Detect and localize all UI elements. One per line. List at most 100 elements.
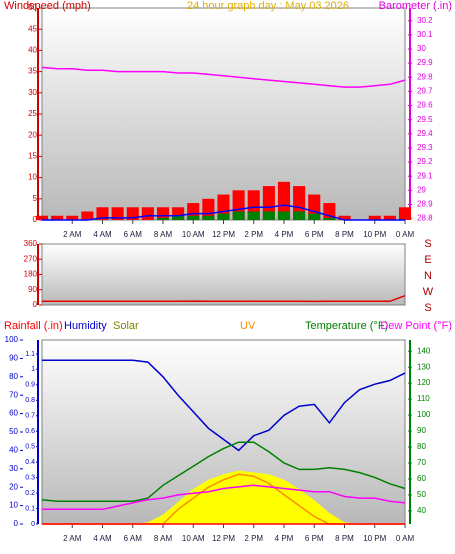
bar [262, 211, 275, 220]
line [42, 294, 406, 303]
y3-tick-label: 0.9 [25, 382, 35, 389]
bar [202, 215, 215, 220]
bar [81, 211, 94, 220]
y3-tick-label: 1 [31, 366, 35, 373]
bar [141, 207, 154, 220]
y2-tick-label: 60 [417, 474, 426, 483]
y-tick-label: 70 [9, 390, 18, 399]
bar [51, 215, 64, 220]
y2-tick-label: 100 [417, 410, 431, 419]
y2-tick-label: 29.7 [417, 86, 433, 95]
x-tick-label: 4 AM [93, 534, 112, 543]
bar [217, 213, 230, 220]
x-tick-label: 4 PM [275, 534, 294, 543]
y2-tick-label: 90 [417, 426, 426, 435]
x-tick-label: 6 PM [305, 230, 324, 239]
y-tick-label: 30 [9, 464, 18, 473]
bar [277, 181, 291, 220]
y2-tick-label: 30.2 [417, 16, 433, 25]
y3-tick-label: 0.6 [25, 428, 35, 435]
line [42, 484, 406, 511]
line [41, 66, 406, 88]
y2-tick-label: 50 [417, 490, 426, 499]
legend-label: Temperature (°F) [305, 320, 388, 332]
bar [96, 207, 109, 220]
y3-tick-label: 0.5 [25, 444, 35, 451]
y-tick-label: 0 [33, 215, 38, 224]
y2-tick-label: 29.8 [417, 72, 433, 81]
bar [293, 211, 306, 220]
x-tick-label: 2 PM [244, 534, 263, 543]
x-tick-label: 8 PM [335, 534, 354, 543]
y-tick-label: 10 [28, 173, 37, 182]
bar [323, 203, 336, 220]
y2-tick-label: 120 [417, 378, 431, 387]
y3-tick-label: 0.4 [25, 459, 35, 466]
y-tick-label: 20 [28, 130, 37, 139]
y-tick-label: 60 [9, 409, 18, 418]
y-tick-label: 25 [28, 109, 37, 118]
bar [202, 198, 215, 220]
bar [247, 211, 260, 220]
y2-tick-label: 28.8 [417, 214, 433, 223]
x-tick-label: 10 AM [182, 230, 205, 239]
y3-tick-label: 0.3 [25, 474, 35, 481]
y2-tick-label: 70 [417, 458, 426, 467]
y-tick-label: 0 [14, 519, 19, 528]
bar [323, 217, 336, 220]
x-tick-label: 2 AM [63, 534, 82, 543]
legend-label: UV [240, 320, 256, 332]
y-axis-label: Windspeed (mph) [4, 0, 91, 12]
bar [156, 207, 170, 220]
x-tick-label: 10 PM [363, 534, 386, 543]
x-tick-label: 8 PM [335, 230, 354, 239]
y2-axis-label: Barometer (.in) [379, 0, 452, 12]
x-tick-label: 4 AM [93, 230, 112, 239]
x-tick-label: 12 PM [212, 230, 235, 239]
bar [35, 215, 49, 220]
legend-label: Rainfall (.in) [4, 320, 63, 332]
y2-tick-label: 110 [417, 394, 430, 403]
y2-tick-label: 29 [417, 185, 426, 194]
x-tick-label: 6 AM [124, 230, 143, 239]
y-tick-label: 50 [9, 427, 18, 436]
x-tick-label: 6 PM [305, 534, 324, 543]
y3-tick-label: 0.2 [25, 490, 35, 497]
y3-tick-label: 1.1 [25, 351, 35, 358]
y2-tick-label: 29.9 [417, 58, 433, 67]
line [41, 441, 406, 503]
y2-tick-label: 30.1 [417, 30, 433, 39]
x-tick-label: 2 AM [63, 230, 82, 239]
x-tick-label: 10 AM [182, 534, 205, 543]
area [42, 470, 405, 524]
y-tick-label: 100 [5, 335, 19, 344]
line [42, 359, 406, 452]
legend-label: Solar [113, 320, 139, 332]
bar [232, 211, 245, 220]
bar [398, 207, 412, 220]
bar [111, 207, 124, 220]
y-tick-label: 50 [28, 3, 37, 12]
x-tick-label: 8 AM [154, 534, 173, 543]
y2-tick-label: 40 [417, 506, 426, 515]
y-tick-label: 90 [9, 354, 18, 363]
plot-background [41, 243, 406, 306]
bar [156, 217, 170, 220]
y-tick-label: 40 [9, 446, 18, 455]
x-tick-label: 0 AM [396, 534, 415, 543]
chart-title: 24 hour graph day : May 03 2026 [187, 0, 349, 12]
x-tick-label: 8 AM [154, 230, 173, 239]
y-tick-label: 360 [24, 239, 38, 248]
compass-label: E [424, 254, 431, 266]
plot-background [41, 7, 406, 221]
y3-tick-label: 0.8 [25, 397, 35, 404]
y3-tick-label: 0.7 [25, 413, 35, 420]
y-tick-label: 15 [28, 152, 37, 161]
y-tick-label: 30 [28, 88, 37, 97]
y2-tick-label: 130 [417, 362, 431, 371]
compass-label: S [424, 302, 431, 314]
y2-tick-label: 29.6 [417, 101, 433, 110]
legend-label: Dew Point (°F) [380, 320, 452, 332]
y2-tick-label: 29.5 [417, 115, 433, 124]
